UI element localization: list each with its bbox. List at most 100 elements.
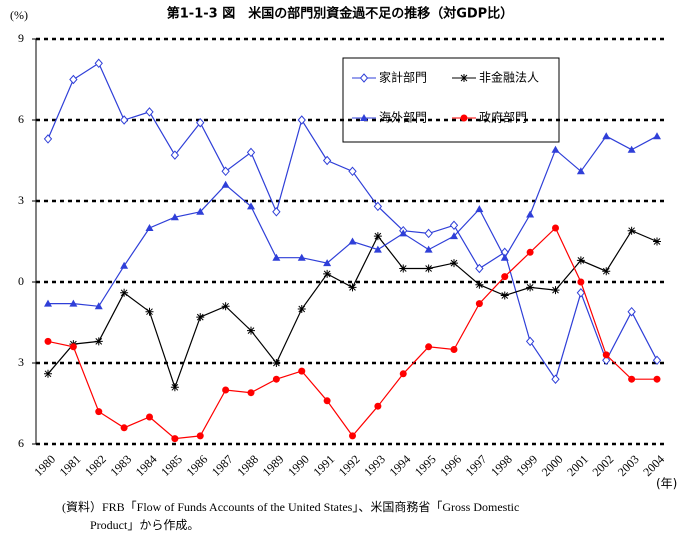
x-tick-label: 1982 bbox=[82, 452, 109, 479]
marker bbox=[69, 74, 78, 85]
marker bbox=[602, 267, 611, 276]
marker bbox=[43, 134, 53, 144]
marker bbox=[526, 210, 535, 218]
x-tick-label: 1996 bbox=[437, 452, 464, 479]
x-axis-label: (年) bbox=[656, 477, 677, 491]
marker bbox=[120, 261, 129, 269]
marker bbox=[69, 299, 78, 307]
legend-box bbox=[342, 57, 560, 143]
marker bbox=[359, 73, 369, 83]
x-tick-label: 1986 bbox=[183, 452, 210, 479]
marker bbox=[475, 205, 484, 213]
marker bbox=[602, 351, 610, 359]
marker bbox=[170, 150, 180, 160]
marker bbox=[348, 166, 357, 177]
legend-label: 海外部門 bbox=[379, 110, 427, 125]
marker bbox=[602, 132, 611, 140]
x-tick-label: 1993 bbox=[361, 452, 388, 479]
marker bbox=[450, 232, 458, 240]
marker bbox=[94, 58, 103, 69]
marker bbox=[475, 263, 484, 274]
y-tick-label: 3 bbox=[18, 355, 24, 369]
marker bbox=[460, 114, 468, 122]
marker bbox=[120, 288, 129, 297]
y-tick-label: 6 bbox=[18, 436, 24, 450]
marker bbox=[196, 313, 205, 322]
legend-label: 非金融法人 bbox=[479, 70, 539, 85]
marker bbox=[221, 302, 230, 311]
y-axis-label: (%) bbox=[10, 8, 28, 22]
marker bbox=[399, 229, 408, 237]
marker bbox=[653, 375, 661, 383]
marker bbox=[653, 132, 661, 140]
marker bbox=[525, 336, 535, 347]
marker bbox=[323, 259, 332, 267]
marker bbox=[551, 145, 560, 153]
marker bbox=[627, 226, 636, 235]
x-tick-label: 1992 bbox=[336, 452, 363, 479]
x-tick-label: 1985 bbox=[158, 452, 185, 479]
marker bbox=[297, 253, 306, 261]
marker bbox=[146, 413, 153, 421]
marker bbox=[360, 114, 368, 121]
marker bbox=[170, 213, 179, 221]
marker bbox=[196, 432, 204, 440]
marker bbox=[247, 326, 255, 335]
marker bbox=[322, 155, 332, 166]
marker bbox=[272, 375, 280, 383]
marker bbox=[44, 337, 52, 345]
x-tick-label: 1995 bbox=[412, 452, 439, 479]
marker bbox=[145, 307, 154, 316]
x-tick-label: 2000 bbox=[539, 452, 566, 479]
marker bbox=[450, 259, 458, 268]
marker bbox=[44, 369, 52, 378]
marker bbox=[424, 245, 433, 253]
x-tick-label: 1988 bbox=[234, 452, 261, 479]
marker bbox=[170, 383, 179, 392]
marker bbox=[628, 375, 636, 383]
marker bbox=[297, 305, 306, 313]
legend-label: 政府部門 bbox=[479, 110, 527, 125]
x-tick-label: 1981 bbox=[57, 452, 84, 479]
marker bbox=[449, 220, 459, 231]
marker bbox=[460, 74, 468, 82]
marker bbox=[95, 408, 103, 416]
marker bbox=[653, 237, 661, 246]
y-tick-label: 9 bbox=[18, 31, 24, 45]
x-tick-label: 1983 bbox=[107, 452, 134, 479]
marker bbox=[576, 288, 586, 298]
marker bbox=[526, 248, 534, 256]
marker bbox=[475, 300, 483, 308]
marker bbox=[171, 435, 179, 443]
marker bbox=[348, 283, 357, 292]
marker bbox=[69, 343, 77, 351]
marker bbox=[526, 283, 535, 292]
marker bbox=[44, 299, 52, 307]
note: Product」から作成。 bbox=[90, 518, 199, 532]
marker bbox=[373, 232, 382, 241]
marker bbox=[373, 201, 383, 212]
marker bbox=[272, 207, 281, 217]
marker bbox=[297, 115, 306, 125]
marker bbox=[196, 207, 205, 215]
marker bbox=[94, 302, 103, 310]
marker bbox=[373, 245, 382, 253]
marker bbox=[551, 286, 560, 295]
x-tick-label: 1980 bbox=[31, 452, 58, 479]
x-tick-label: 2003 bbox=[615, 452, 642, 479]
marker bbox=[374, 402, 382, 410]
marker bbox=[424, 264, 433, 273]
x-tick-label: 1987 bbox=[209, 452, 236, 479]
x-tick-label: 1984 bbox=[133, 452, 160, 479]
marker bbox=[399, 264, 408, 273]
x-tick-label: 2002 bbox=[589, 452, 616, 479]
series-line bbox=[47, 226, 657, 440]
marker bbox=[475, 280, 484, 289]
x-tick-label: 1994 bbox=[386, 452, 413, 479]
marker bbox=[450, 346, 458, 353]
marker bbox=[120, 424, 128, 432]
y-tick-label: 6 bbox=[18, 112, 24, 126]
marker bbox=[272, 253, 281, 261]
marker bbox=[348, 237, 357, 245]
y-tick-label: 3 bbox=[18, 193, 24, 207]
